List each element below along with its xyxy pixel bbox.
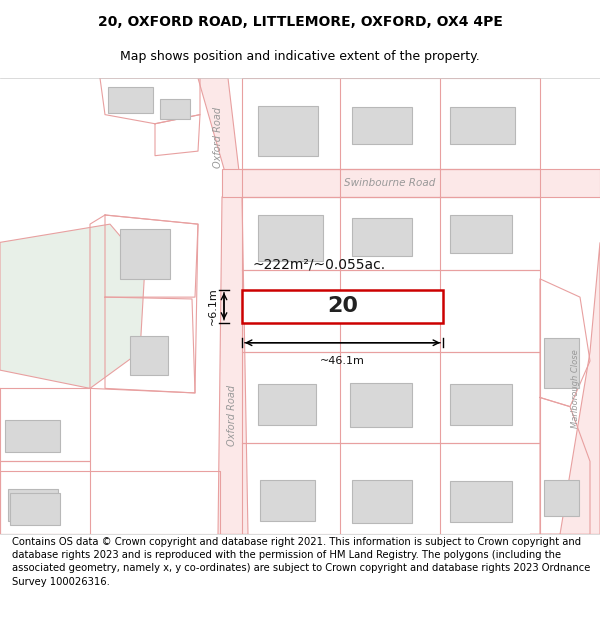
Polygon shape [222, 169, 600, 197]
Bar [350, 383, 412, 427]
Text: Map shows position and indicative extent of the property.: Map shows position and indicative extent… [120, 50, 480, 62]
Bar [450, 481, 512, 522]
Text: ~46.1m: ~46.1m [320, 356, 365, 366]
Bar [258, 106, 318, 156]
Text: 20, OXFORD ROAD, LITTLEMORE, OXFORD, OX4 4PE: 20, OXFORD ROAD, LITTLEMORE, OXFORD, OX4… [98, 15, 502, 29]
Polygon shape [530, 242, 600, 534]
Bar [544, 479, 579, 516]
Bar [10, 493, 60, 525]
Bar [108, 88, 153, 112]
Bar [450, 215, 512, 253]
Bar [258, 384, 316, 425]
Bar [130, 336, 168, 374]
Bar [450, 107, 515, 144]
Bar [258, 215, 323, 261]
Bar [120, 229, 170, 279]
Text: ~222m²/~0.055ac.: ~222m²/~0.055ac. [252, 258, 385, 271]
Bar [352, 107, 412, 144]
Bar [160, 99, 190, 119]
Polygon shape [198, 78, 242, 197]
Bar [242, 290, 443, 322]
Polygon shape [218, 197, 248, 534]
Bar [544, 338, 579, 388]
Text: Oxford Road: Oxford Road [227, 385, 237, 446]
Text: 20: 20 [327, 296, 358, 316]
Polygon shape [0, 224, 145, 388]
Text: Marlborough Close: Marlborough Close [571, 349, 580, 428]
Bar [8, 489, 58, 521]
Bar [352, 217, 412, 256]
Text: ~6.1m: ~6.1m [208, 288, 218, 325]
Text: Contains OS data © Crown copyright and database right 2021. This information is : Contains OS data © Crown copyright and d… [12, 537, 590, 587]
Text: Swinbourne Road: Swinbourne Road [344, 178, 436, 188]
Bar [352, 479, 412, 523]
Bar [5, 420, 60, 452]
Bar [260, 479, 315, 521]
Text: Oxford Road: Oxford Road [213, 107, 223, 168]
Bar [450, 384, 512, 425]
